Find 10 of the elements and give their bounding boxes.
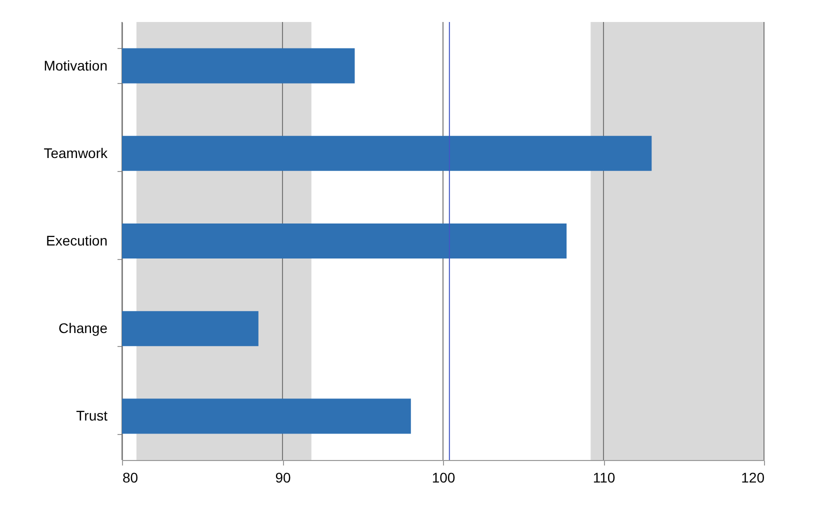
- y-tick-label: Execution: [46, 232, 108, 248]
- y-tick-label: Teamwork: [44, 144, 108, 161]
- x-tick-label: 100: [432, 470, 456, 486]
- x-tick-label: 120: [741, 470, 765, 486]
- x-tick-label: 80: [122, 470, 138, 486]
- y-tick-label: Trust: [76, 408, 108, 424]
- y-tick-label: Motivation: [44, 57, 108, 74]
- y-tick-label: Change: [58, 320, 108, 336]
- x-tick-label: 110: [592, 470, 616, 486]
- x-tick-label: 90: [275, 470, 291, 486]
